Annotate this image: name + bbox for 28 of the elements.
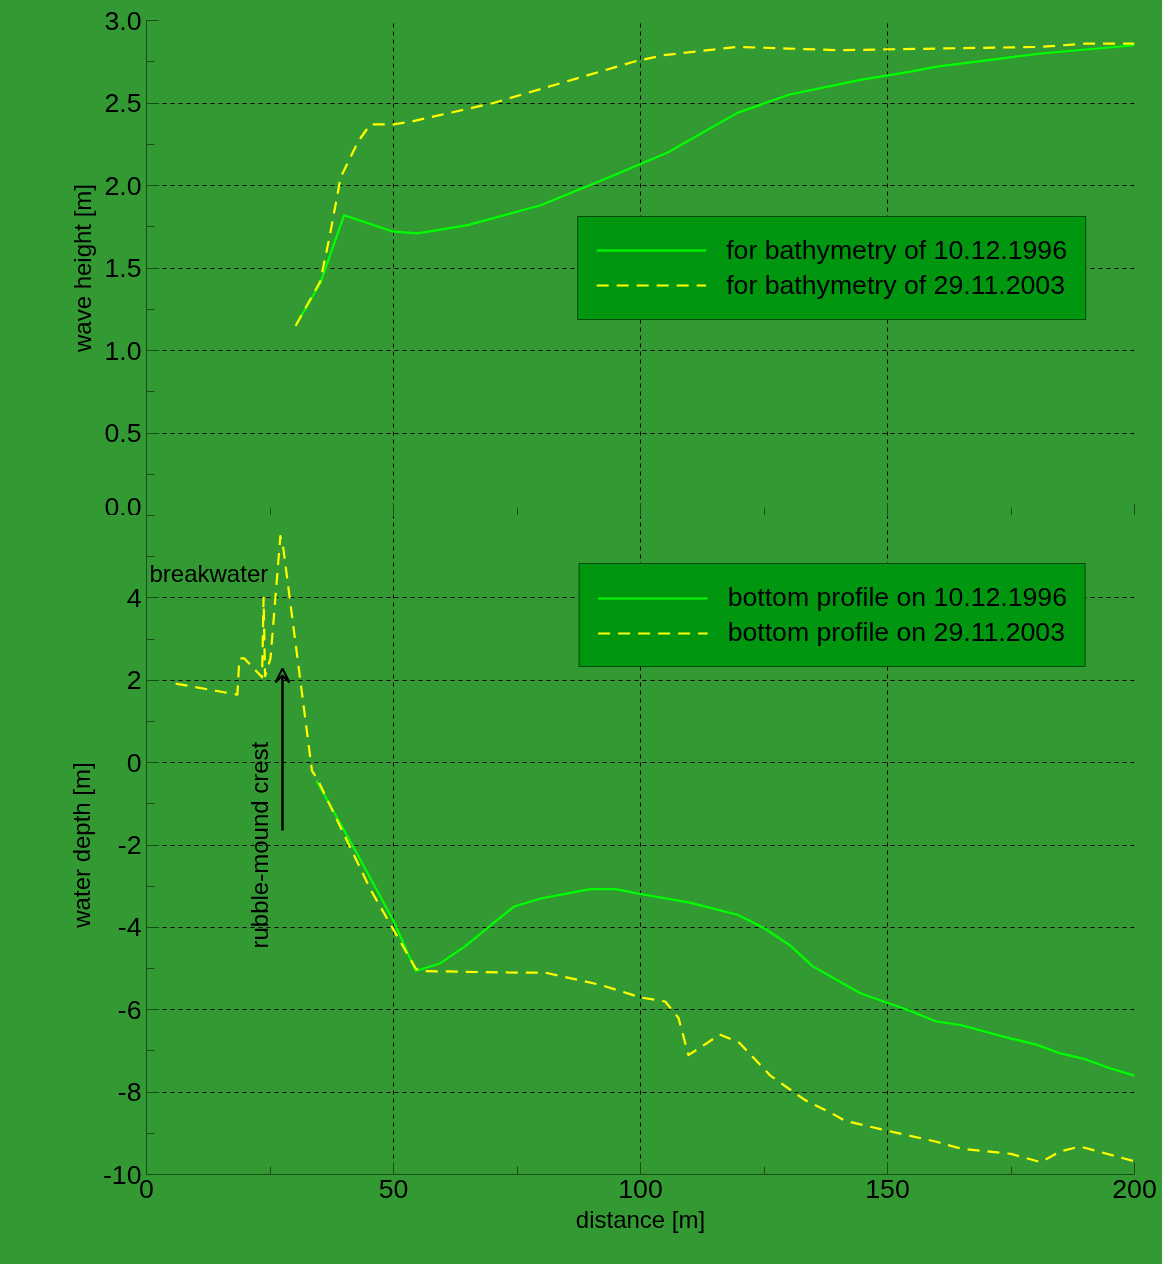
y-tick-label: 3.0 [104,5,142,36]
y-tick-label: 0.5 [104,418,142,448]
y-axis-title: water depth [m] [67,762,95,929]
y-tick-label: 2 [126,665,142,696]
line-series [315,779,1135,1077]
y-tick-label: -8 [117,1077,142,1108]
annotation: rubble-mound crest [245,741,273,949]
legend-label: bottom profile on 10.12.1996 [727,582,1067,613]
y-tick-label: 2.0 [104,170,142,201]
x-tick-label: 50 [378,1173,409,1204]
y-tick-label: 4 [126,582,142,613]
y-tick-label: -2 [117,830,142,860]
y-tick-label: 2.5 [104,88,142,118]
y-tick-label: -4 [117,912,142,943]
legend-label: for bathymetry of 10.12.1996 [726,234,1067,266]
y-tick-label: 0 [126,747,142,778]
legend-label: bottom profile on 29.11.2003 [727,617,1066,648]
x-tick-label: 100 [618,1173,663,1204]
x-axis-title: distance [m] [575,1205,706,1233]
x-tick-label: 200 [1112,1173,1157,1204]
annotation: breakwater [149,560,269,587]
x-tick-label: 150 [865,1173,910,1204]
y-tick-label: -6 [117,994,142,1025]
y-tick-label: 1.0 [104,335,142,366]
y-axis-title: wave height [m] [69,183,97,354]
legend-label: for bathymetry of 29.11.2003 [726,269,1066,301]
y-tick-label: 1.5 [104,253,142,283]
y-tick-label: 0.0 [104,491,142,522]
